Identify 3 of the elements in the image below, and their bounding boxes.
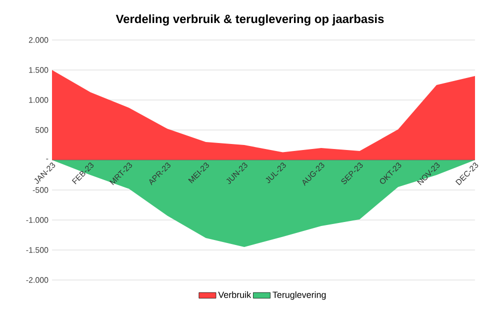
legend-label: Verbruik bbox=[218, 291, 252, 298]
legend-label: Teruglevering bbox=[272, 291, 326, 300]
chart-title: Verdeling verbruik & teruglevering op jaarbasis bbox=[116, 14, 384, 26]
